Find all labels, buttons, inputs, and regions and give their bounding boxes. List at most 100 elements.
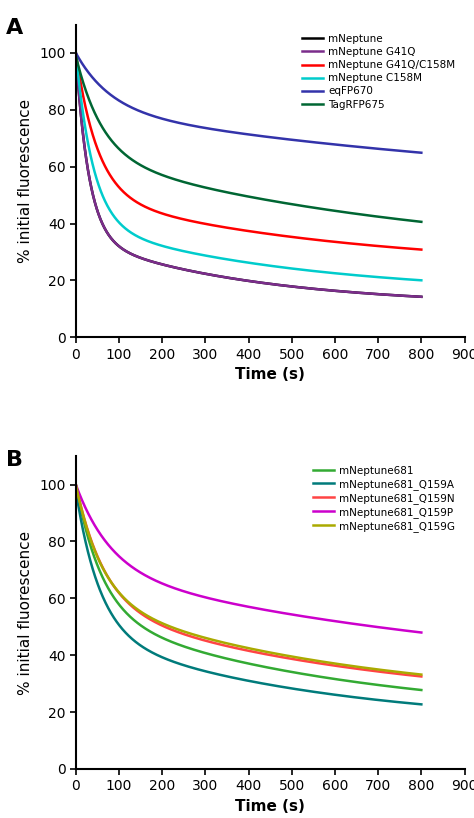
TagRFP675 — [342, 208, 348, 218]
mNeptune681_Q159A — [349, 692, 355, 702]
mNeptune681_Q159G — [73, 479, 79, 489]
mNeptune681_Q159P — [73, 479, 79, 489]
mNeptune681_Q159G — [225, 639, 231, 649]
TagRFP675 — [108, 135, 114, 145]
Line: TagRFP675: TagRFP675 — [76, 56, 421, 222]
mNeptune681_Q159N — [310, 658, 316, 667]
Line: mNeptune681_Q159N: mNeptune681_Q159N — [76, 484, 421, 676]
mNeptune681 — [342, 676, 348, 685]
Line: mNeptune G41Q: mNeptune G41Q — [76, 53, 421, 297]
mNeptune — [310, 284, 316, 294]
TagRFP675 — [310, 203, 316, 213]
mNeptune681 — [419, 685, 424, 695]
X-axis label: Time (s): Time (s) — [235, 799, 305, 814]
X-axis label: Time (s): Time (s) — [235, 367, 305, 382]
mNeptune G41Q — [213, 271, 219, 281]
mNeptune681_Q159A — [419, 699, 424, 709]
mNeptune681_Q159G — [419, 670, 424, 680]
mNeptune C158M — [73, 48, 79, 58]
TagRFP675 — [213, 185, 219, 195]
eqFP670 — [73, 48, 79, 58]
mNeptune C158M — [108, 207, 114, 217]
Line: mNeptune: mNeptune — [76, 53, 421, 297]
mNeptune681_Q159N — [225, 641, 231, 651]
Y-axis label: % initial fluorescence: % initial fluorescence — [18, 99, 34, 263]
TagRFP675 — [349, 209, 355, 218]
mNeptune G41Q — [310, 284, 316, 294]
mNeptune681_Q159P — [310, 613, 316, 622]
mNeptune681_Q159N — [419, 672, 424, 681]
mNeptune — [419, 292, 424, 302]
mNeptune G41Q — [342, 287, 348, 297]
mNeptune G41Q/C158M — [419, 245, 424, 254]
mNeptune681 — [310, 671, 316, 681]
mNeptune681_Q159P — [225, 598, 231, 608]
eqFP670 — [108, 90, 114, 100]
Line: mNeptune681_Q159G: mNeptune681_Q159G — [76, 484, 421, 675]
Text: B: B — [6, 450, 23, 470]
mNeptune681_Q159G — [310, 655, 316, 665]
mNeptune681 — [225, 654, 231, 664]
Line: mNeptune C158M: mNeptune C158M — [76, 53, 421, 281]
Line: mNeptune681_Q159A: mNeptune681_Q159A — [76, 490, 421, 704]
mNeptune G41Q/C158M — [73, 48, 79, 58]
mNeptune681 — [349, 676, 355, 686]
mNeptune — [213, 271, 219, 281]
mNeptune C158M — [213, 253, 219, 263]
TagRFP675 — [419, 217, 424, 227]
eqFP670 — [342, 141, 348, 151]
eqFP670 — [349, 142, 355, 151]
Line: mNeptune681_Q159P: mNeptune681_Q159P — [76, 484, 421, 632]
mNeptune G41Q — [108, 233, 114, 243]
mNeptune681_Q159P — [108, 543, 114, 553]
mNeptune681_Q159N — [108, 578, 114, 587]
mNeptune — [225, 273, 231, 283]
mNeptune C158M — [349, 270, 355, 280]
Line: mNeptune G41Q/C158M: mNeptune G41Q/C158M — [76, 53, 421, 249]
mNeptune681 — [213, 651, 219, 661]
Line: mNeptune681: mNeptune681 — [76, 484, 421, 690]
mNeptune681_Q159G — [342, 660, 348, 670]
mNeptune G41Q/C158M — [213, 221, 219, 231]
mNeptune681 — [108, 588, 114, 598]
mNeptune — [349, 287, 355, 297]
mNeptune G41Q — [225, 273, 231, 283]
mNeptune681_Q159N — [342, 663, 348, 672]
Y-axis label: % initial fluorescence: % initial fluorescence — [18, 531, 34, 694]
eqFP670 — [310, 137, 316, 147]
mNeptune681_Q159P — [349, 618, 355, 628]
mNeptune681_Q159P — [342, 618, 348, 627]
mNeptune G41Q/C158M — [310, 235, 316, 245]
mNeptune G41Q/C158M — [225, 223, 231, 233]
TagRFP675 — [225, 187, 231, 197]
mNeptune681_Q159N — [213, 638, 219, 648]
mNeptune — [108, 233, 114, 243]
mNeptune G41Q/C158M — [108, 172, 114, 182]
mNeptune681_Q159N — [73, 479, 79, 489]
Line: eqFP670: eqFP670 — [76, 53, 421, 153]
Text: A: A — [6, 18, 23, 38]
mNeptune — [73, 48, 79, 58]
mNeptune681_Q159A — [225, 672, 231, 681]
mNeptune681_Q159P — [419, 627, 424, 637]
TagRFP675 — [73, 51, 79, 61]
mNeptune681_Q159G — [108, 578, 114, 587]
mNeptune681_Q159A — [310, 687, 316, 697]
mNeptune C158M — [342, 269, 348, 279]
mNeptune681_Q159A — [73, 485, 79, 495]
mNeptune681_Q159G — [213, 636, 219, 645]
mNeptune C158M — [419, 276, 424, 285]
mNeptune G41Q — [349, 287, 355, 297]
mNeptune681_Q159P — [213, 595, 219, 605]
mNeptune681_Q159N — [349, 663, 355, 673]
mNeptune — [342, 287, 348, 297]
mNeptune681_Q159G — [349, 661, 355, 671]
mNeptune681 — [73, 479, 79, 489]
mNeptune G41Q — [73, 48, 79, 58]
eqFP670 — [419, 148, 424, 158]
mNeptune681_Q159A — [108, 609, 114, 618]
mNeptune G41Q/C158M — [349, 239, 355, 249]
eqFP670 — [213, 125, 219, 135]
Legend: mNeptune, mNeptune G41Q, mNeptune G41Q/C158M, mNeptune C158M, eqFP670, TagRFP675: mNeptune, mNeptune G41Q, mNeptune G41Q/C… — [298, 29, 459, 114]
mNeptune681_Q159A — [342, 691, 348, 701]
